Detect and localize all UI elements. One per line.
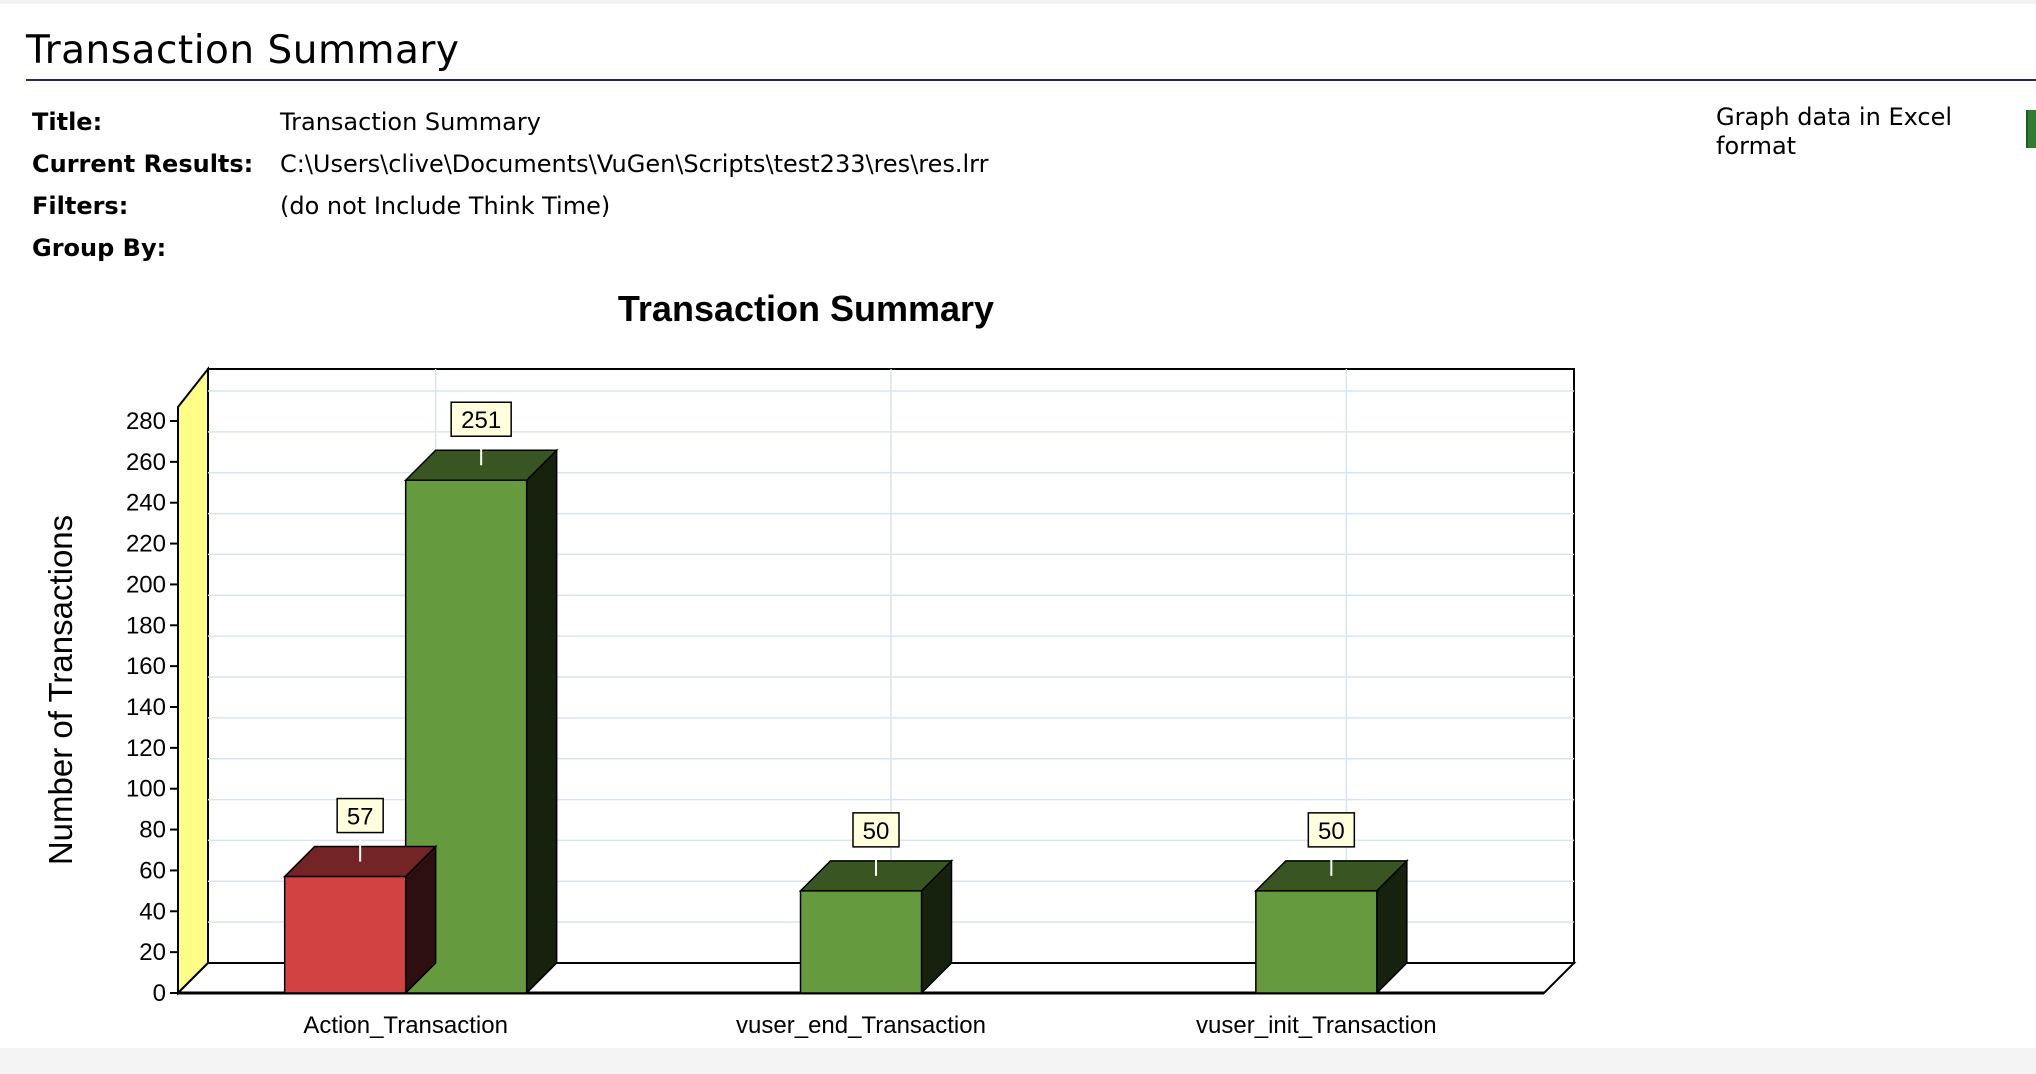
data-label-box — [852, 812, 900, 848]
y-tick-label: 60 — [139, 857, 166, 884]
plot-area: 0 20 40 60 80 100 120 140 160 180 200 220 240 260 280 5… — [126, 366, 1577, 1039]
x-tick-label: vuser_end_Transaction — [736, 1012, 986, 1039]
meta-value: C:\Users\clive\Documents\VuGen\Scripts\t… — [280, 150, 989, 178]
data-label: 251 — [461, 407, 501, 434]
y-tick-label: 0 — [153, 980, 166, 1007]
transaction-summary-chart: Transaction Summary Number of Transactio… — [42, 288, 1577, 1039]
chart-title: Transaction Summary — [618, 288, 994, 329]
page-title: Transaction Summary — [26, 28, 460, 73]
meta-label: Filters: — [32, 192, 129, 220]
y-tick-label: 280 — [126, 408, 166, 435]
meta-value: (do not Include Think Time) — [280, 192, 611, 220]
meta-label: Group By: — [32, 234, 167, 262]
y-tick-label: 80 — [139, 817, 166, 844]
y-tick-label: 120 — [126, 735, 166, 762]
title-rule — [26, 79, 2036, 81]
data-label: 57 — [347, 804, 374, 831]
data-label: 50 — [863, 818, 890, 845]
chart-side-wall — [177, 366, 209, 996]
y-tick-label: 240 — [126, 490, 166, 517]
y-tick-label: 200 — [126, 571, 166, 598]
bottom-strip — [0, 1048, 2036, 1074]
y-tick-label: 20 — [139, 939, 166, 966]
x-tick-label: Action_Transaction — [303, 1012, 508, 1039]
y-tick-label: 220 — [126, 531, 166, 558]
excel-download-link[interactable]: Graph data in Excel format — [1716, 103, 1953, 160]
data-label-box — [336, 797, 384, 834]
bar — [799, 890, 923, 994]
data-label: 50 — [1318, 818, 1345, 845]
y-tick-label: 180 — [126, 612, 166, 639]
excel-icon[interactable] — [2026, 110, 2036, 148]
bar-side — [525, 448, 558, 995]
data-label-box — [450, 401, 512, 437]
y-tick-label: 160 — [126, 653, 166, 680]
y-tick-label: 140 — [126, 694, 166, 721]
x-tick-label: vuser_init_Transaction — [1196, 1012, 1437, 1039]
data-label-box — [1307, 812, 1356, 848]
y-axis-label: Number of Transactions — [42, 515, 79, 865]
y-tick-label: 100 — [126, 776, 166, 803]
meta-value: Transaction Summary — [280, 108, 541, 136]
y-tick-label: 260 — [126, 449, 166, 476]
y-tick-label: 40 — [139, 898, 166, 925]
meta-label: Current Results: — [32, 150, 254, 178]
top-strip — [0, 0, 2036, 4]
bar — [283, 875, 407, 994]
bar — [1255, 890, 1378, 994]
meta-label: Title: — [32, 108, 103, 136]
